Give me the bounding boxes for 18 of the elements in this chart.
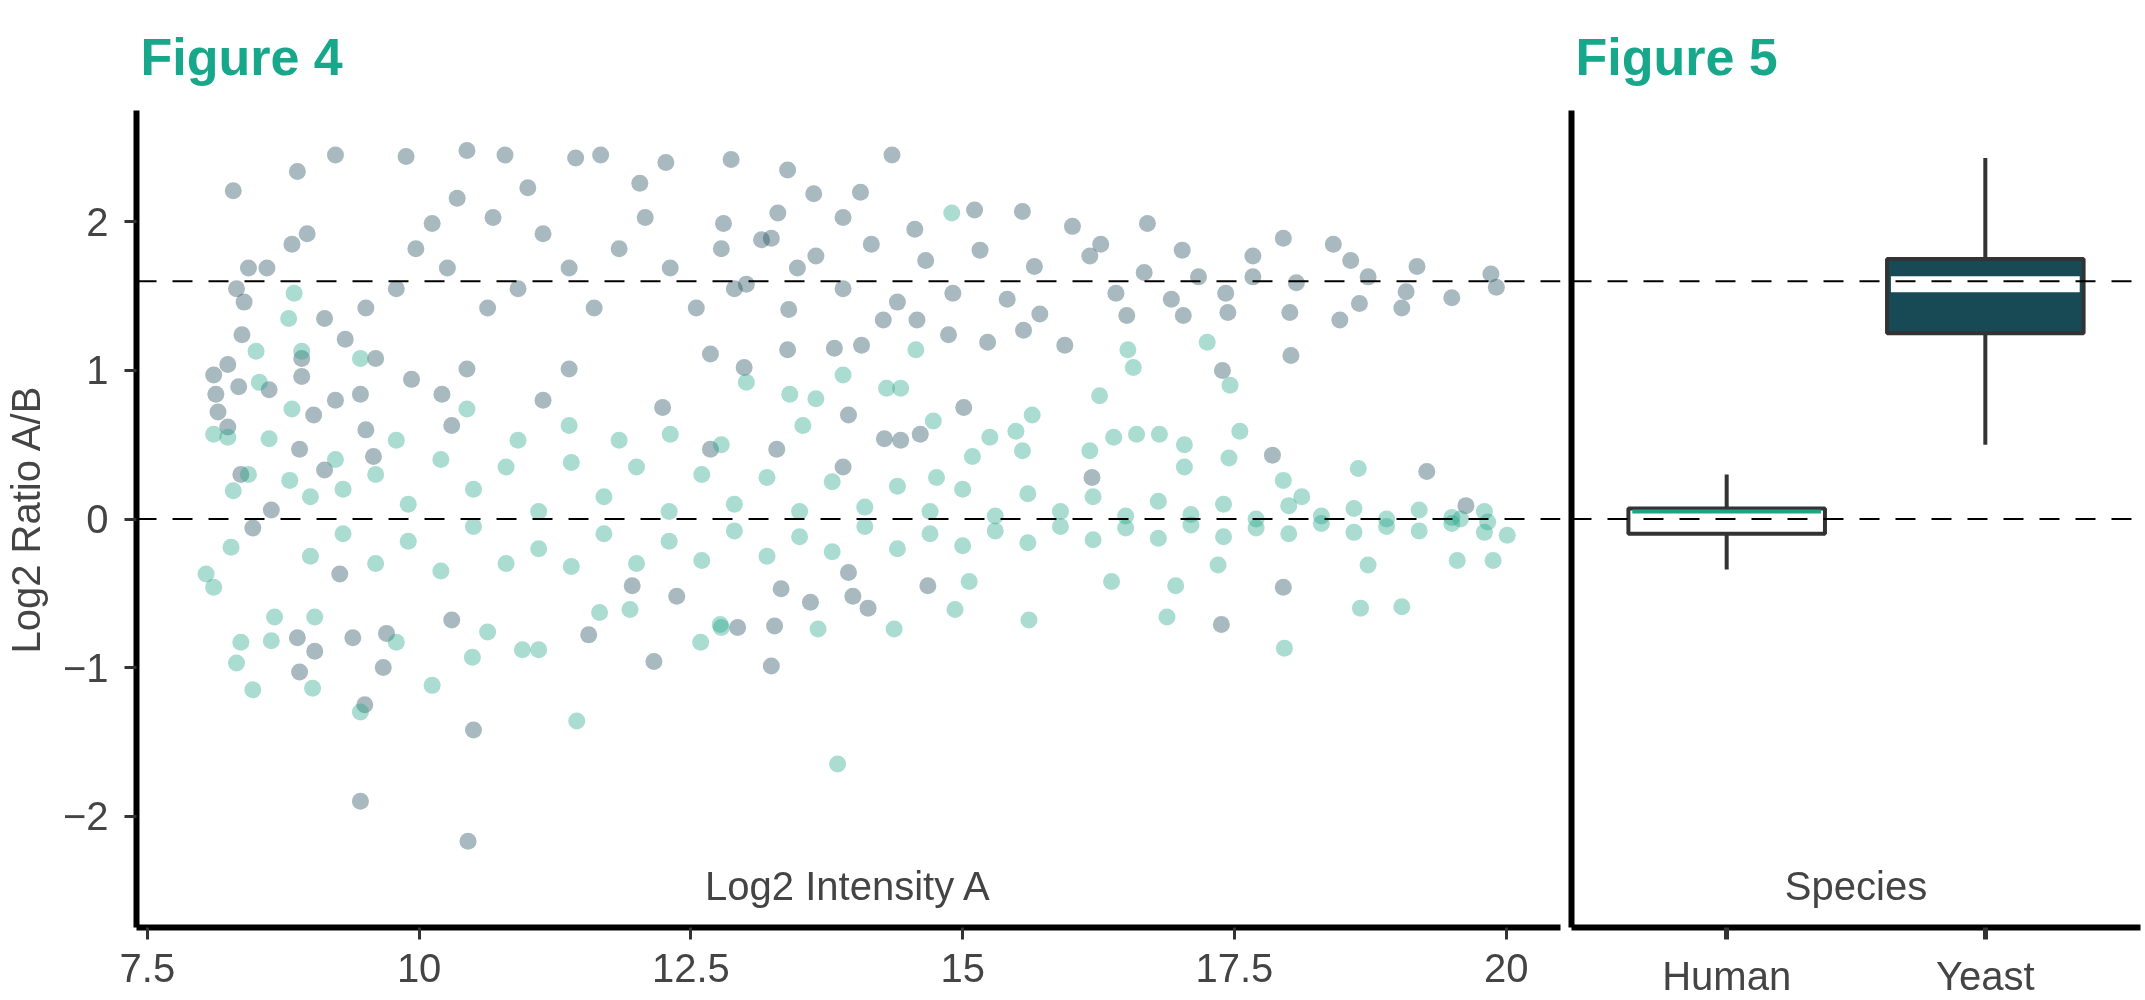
y-tick-label: 0 (86, 497, 109, 541)
x-axis-title: Species (1784, 863, 1928, 908)
x-tick-label: 10 (396, 945, 442, 990)
chart-title: Figure 4 (140, 27, 343, 86)
x-tick-label: Yeast (1936, 953, 2035, 998)
x-tick-label: 7.5 (119, 945, 176, 990)
x-tick-label: Human (1662, 953, 1792, 998)
y-tick-label: −1 (62, 645, 109, 690)
chart-title: Figure 5 (1575, 27, 1778, 86)
x-tick-label: 15 (940, 945, 985, 990)
y-axis-title: Log2 Ratio A/B (3, 386, 48, 654)
x-axis-title: Log2 Intensity A (705, 863, 991, 908)
x-tick-label: 20 (1483, 945, 1529, 990)
y-tick-label: −2 (62, 794, 109, 839)
y-tick-label: 1 (86, 348, 109, 393)
x-tick-label: 17.5 (1195, 945, 1274, 990)
x-tick-label: 12.5 (651, 945, 730, 990)
y-tick-label: 2 (86, 199, 109, 244)
